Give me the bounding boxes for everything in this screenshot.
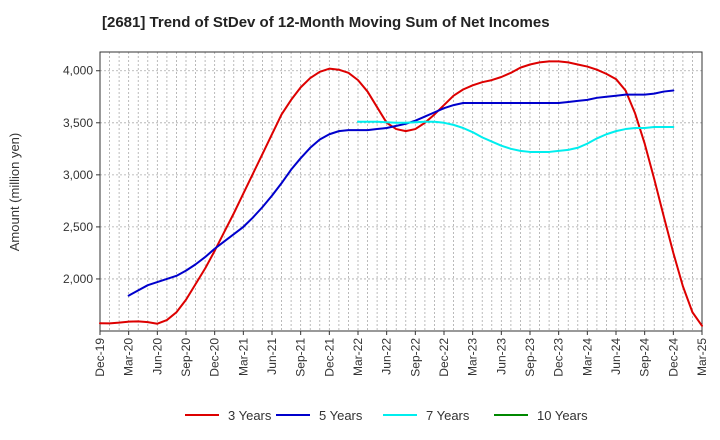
x-tick-label: Sep-22 xyxy=(408,338,422,377)
x-tick-label: Sep-23 xyxy=(523,338,537,377)
legend-label: 7 Years xyxy=(426,407,470,423)
legend: 3 Years 5 Years 7 Years 10 Years xyxy=(0,404,720,426)
legend-label: 5 Years xyxy=(319,407,363,423)
x-tick-label: Jun-23 xyxy=(494,338,508,375)
x-tick-label: Dec-22 xyxy=(437,338,451,377)
chart-title: [2681] Trend of StDev of 12-Month Moving… xyxy=(102,14,550,31)
y-tick-label: 2,500 xyxy=(63,220,93,234)
series-line-7-years xyxy=(357,120,675,153)
x-tick-label: Mar-20 xyxy=(122,338,136,376)
x-tick-labels: Dec-19 Mar-20 Jun-20 Sep-20 Dec-20 Mar-21 Jun-… xyxy=(93,338,709,377)
x-tick-label: Dec-19 xyxy=(93,338,107,377)
x-tick-label: Jun-24 xyxy=(609,338,623,375)
x-tick-label: Dec-23 xyxy=(552,338,566,377)
y-tick-label: 2,000 xyxy=(63,272,93,286)
legend-swatch xyxy=(494,414,528,416)
y-tick-label: 4,000 xyxy=(63,64,93,78)
y-axis-label: Amount (million yen) xyxy=(7,133,22,252)
legend-label: 10 Years xyxy=(537,407,588,423)
legend-item-5-years: 5 Years xyxy=(276,404,362,426)
x-tick-label: Dec-24 xyxy=(666,338,680,377)
legend-swatch xyxy=(185,414,219,416)
x-tick-label: Mar-23 xyxy=(466,338,480,376)
axes xyxy=(96,51,703,335)
series-lines xyxy=(99,60,703,327)
x-tick-label: Mar-24 xyxy=(580,338,594,376)
plot-frame xyxy=(99,51,703,332)
x-tick-label: Sep-21 xyxy=(294,338,308,377)
legend-swatch xyxy=(276,414,310,416)
legend-item-3-years: 3 Years xyxy=(185,404,271,426)
gridlines xyxy=(99,52,703,331)
x-tick-label: Jun-20 xyxy=(150,338,164,375)
y-tick-labels: 2,000 2,500 3,000 3,500 4,000 xyxy=(63,64,93,286)
series-line-5-years xyxy=(127,89,675,297)
x-tick-label: Mar-21 xyxy=(236,338,250,376)
legend-item-7-years: 7 Years xyxy=(383,404,469,426)
x-tick-label: Sep-24 xyxy=(638,338,652,377)
x-tick-label: Dec-20 xyxy=(208,338,222,377)
legend-item-10-years: 10 Years xyxy=(494,404,588,426)
x-tick-label: Mar-25 xyxy=(695,338,709,376)
x-tick-label: Jun-21 xyxy=(265,338,279,375)
x-tick-label: Jun-22 xyxy=(380,338,394,375)
x-tick-label: Sep-20 xyxy=(179,338,193,377)
legend-swatch xyxy=(383,414,417,416)
series-line-3-years xyxy=(99,60,703,327)
legend-label: 3 Years xyxy=(228,407,272,423)
x-tick-label: Mar-22 xyxy=(351,338,365,376)
y-tick-label: 3,500 xyxy=(63,116,93,130)
y-tick-label: 3,000 xyxy=(63,168,93,182)
x-tick-label: Dec-21 xyxy=(322,338,336,377)
